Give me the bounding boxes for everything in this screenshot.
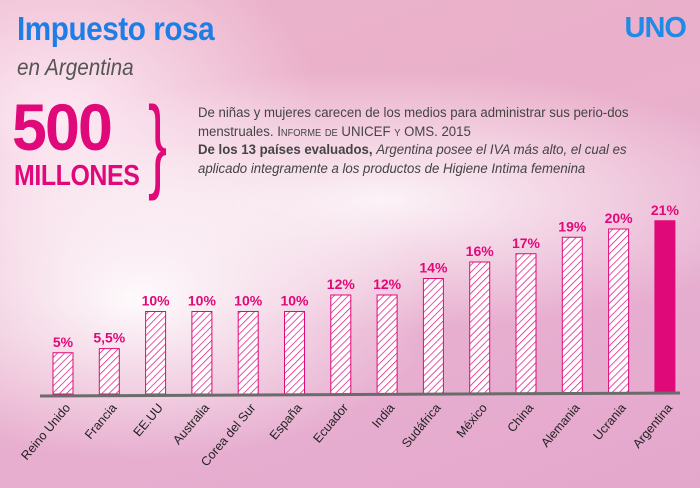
category-label: Alemania <box>538 401 582 450</box>
data-label: 10% <box>234 293 263 309</box>
highlight-description: De niñas y mujeres carecen de los medios… <box>198 104 663 178</box>
bar-india <box>376 294 398 395</box>
category-label: EE.UU <box>131 401 166 439</box>
bar-francia <box>98 348 120 395</box>
desc-bold: De los 13 países evaluados, <box>198 142 373 158</box>
x-axis <box>39 391 681 398</box>
bar-ee-uu <box>145 311 167 395</box>
category-label: Sudáfrica <box>399 401 444 450</box>
desc-source: Informe de UNICEF y OMS. <box>277 123 438 140</box>
uno-logo: UNO <box>624 12 687 44</box>
bar-australia <box>191 311 213 395</box>
category-label: Ecuador <box>310 401 351 446</box>
bar-corea-del-sur <box>237 311 259 395</box>
bar-reino-unido <box>52 352 74 395</box>
desc-text: De niñas y mujeres carecen de los medios… <box>198 105 629 140</box>
data-label: 17% <box>512 235 541 251</box>
category-label: Reino Unido <box>18 401 73 463</box>
brace-icon: } <box>148 86 168 202</box>
bar-m-xico <box>469 261 491 395</box>
bar-ecuador <box>330 294 352 395</box>
highlight-unit: MILLONES <box>14 160 140 192</box>
category-label: India <box>369 401 397 431</box>
data-label: 12% <box>373 276 402 292</box>
data-label: 14% <box>419 260 448 276</box>
category-label: Francia <box>82 401 120 442</box>
data-label: 12% <box>327 276 356 292</box>
bar-alemania <box>561 236 583 395</box>
category-label: China <box>505 401 537 435</box>
bar-espa-a <box>284 311 305 395</box>
data-label: 5% <box>53 334 74 350</box>
bar-argentina <box>654 220 676 395</box>
category-label: España <box>267 401 305 443</box>
bar-sud-frica <box>422 278 444 395</box>
data-label: 21% <box>651 202 680 218</box>
data-label: 5,5% <box>93 330 125 346</box>
category-label: Ucrania <box>590 401 628 443</box>
data-label: 10% <box>188 293 217 309</box>
data-label: 19% <box>558 218 587 234</box>
desc-italic: Argentina posee el IVA más alto, el cual… <box>198 142 627 177</box>
category-label: Australia <box>170 401 212 447</box>
bar-ucrania <box>608 228 630 395</box>
desc-year: 2015 <box>441 123 471 140</box>
data-label: 10% <box>142 293 171 309</box>
category-label: México <box>454 401 490 440</box>
data-label: 20% <box>605 210 634 226</box>
page-title: Impuesto rosa <box>17 10 215 47</box>
data-label: 16% <box>466 243 495 259</box>
highlight-number: 500 <box>12 90 113 164</box>
bar-china <box>515 253 537 395</box>
category-label: Argentina <box>630 401 675 451</box>
data-label: 10% <box>280 293 309 309</box>
page-subtitle: en Argentina <box>17 54 134 80</box>
